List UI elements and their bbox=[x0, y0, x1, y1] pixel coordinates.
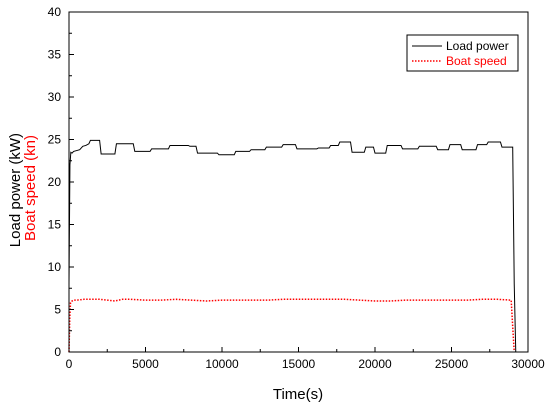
y-tick-label: 30 bbox=[48, 90, 62, 104]
y-axis-title-boat-speed: Boat speed (kn) bbox=[22, 135, 39, 241]
x-tick-label: 30000 bbox=[511, 357, 545, 371]
series-line-load-power bbox=[68, 139, 517, 353]
y-tick-label: 5 bbox=[54, 303, 61, 317]
y-axis-title: Load power (kW) Boat speed (kn) bbox=[7, 129, 39, 247]
y-tick-label: 25 bbox=[48, 133, 62, 147]
y-tick-label: 15 bbox=[48, 218, 62, 232]
x-tick-label: 10000 bbox=[205, 357, 239, 371]
y-tick-label: 20 bbox=[48, 175, 62, 189]
x-tick-label: 25000 bbox=[435, 357, 469, 371]
legend-label-load-power: Load power bbox=[446, 39, 509, 53]
x-tick-label: 5000 bbox=[132, 357, 159, 371]
x-tick-label: 15000 bbox=[282, 357, 316, 371]
legend-label-boat-speed: Boat speed bbox=[446, 54, 507, 68]
x-axis-title: Time(s) bbox=[273, 386, 323, 403]
series-line-boat-speed bbox=[68, 298, 515, 353]
y-tick-label: 10 bbox=[48, 260, 62, 274]
x-tick-label: 20000 bbox=[358, 357, 392, 371]
y-tick-label: 35 bbox=[48, 48, 62, 62]
legend-box bbox=[406, 34, 519, 72]
legend: Load power Boat speed bbox=[406, 34, 519, 72]
y-axis-title-load-power: Load power (kW) bbox=[7, 133, 24, 247]
tick-layer: 0 5000 10000 15000 20000 25000 30000 0 5 10 15 20 25… bbox=[48, 5, 545, 371]
series-layer bbox=[68, 139, 517, 353]
y-tick-label: 0 bbox=[54, 345, 61, 359]
x-tick-label: 0 bbox=[66, 357, 73, 371]
y-tick-label: 40 bbox=[48, 5, 62, 19]
